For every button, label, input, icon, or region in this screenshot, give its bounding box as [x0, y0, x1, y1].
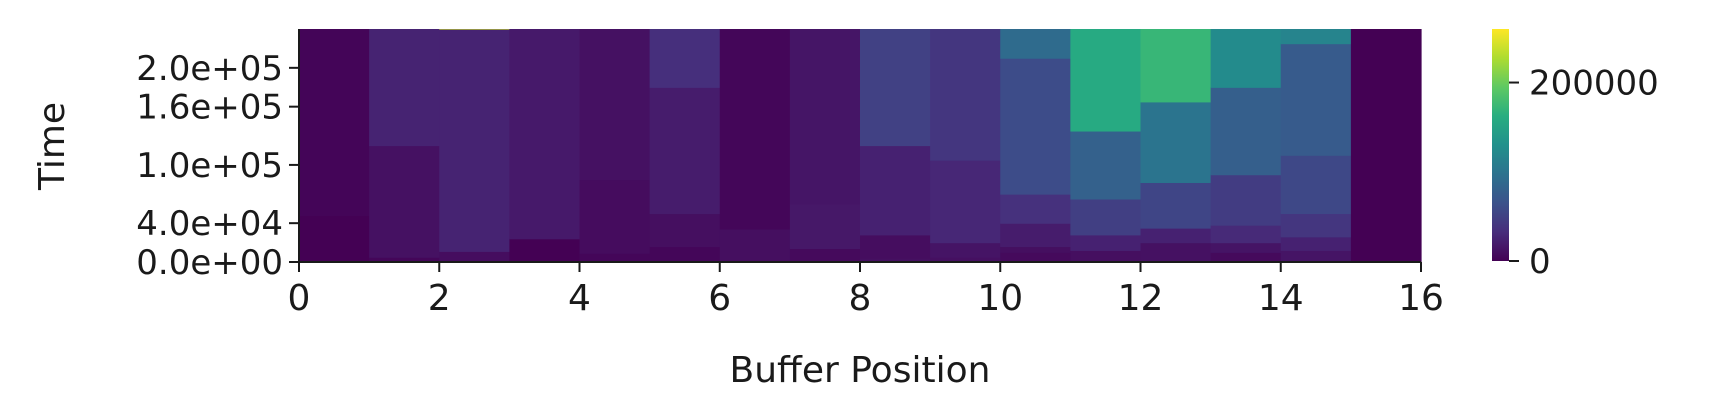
heatmap-cell — [1000, 58, 1071, 195]
colorbar-tick-label: 0 — [1529, 242, 1551, 282]
heatmap-cell — [299, 29, 370, 216]
heatmap-cell — [860, 145, 931, 236]
heatmap-cell — [439, 251, 510, 263]
x-tick-label: 6 — [708, 278, 731, 319]
heatmap-cell — [1140, 182, 1212, 229]
heatmap-cell — [439, 29, 510, 30]
heatmap-cell — [1210, 174, 1282, 226]
heatmap-cell — [509, 29, 581, 240]
heatmap-cell — [1140, 228, 1212, 244]
heatmap-cell — [719, 29, 791, 230]
heatmap-cell — [860, 29, 931, 147]
heatmap-cell — [1280, 43, 1352, 156]
heatmap-cell — [860, 234, 931, 259]
heatmap-cell — [860, 258, 931, 263]
x-tick-label: 0 — [288, 278, 311, 319]
y-tick-label: 0.0e+00 — [136, 243, 283, 283]
heatmap-cell — [1070, 29, 1142, 132]
heatmap-cell — [719, 228, 791, 261]
heatmap-cell — [1000, 29, 1071, 59]
heatmap-cell — [1140, 242, 1212, 263]
heatmap-cell — [509, 238, 581, 263]
x-tick-label: 10 — [977, 278, 1023, 319]
heatmap-cell — [1000, 194, 1071, 224]
y-axis-ticks: 0.0e+004.0e+04 1.0e+05 1.6e+052.0e+05 — [136, 49, 299, 283]
x-axis-label: Buffer Position — [730, 350, 991, 391]
heatmap-cell — [1280, 29, 1352, 45]
x-tick-label: 16 — [1398, 278, 1444, 319]
heatmap-cell — [930, 257, 1001, 263]
x-tick-label: 14 — [1258, 278, 1304, 319]
heatmap-cell — [789, 203, 861, 250]
heatmap-cell — [1070, 250, 1142, 263]
heatmap-cell — [649, 87, 721, 215]
heatmap-cell — [1140, 29, 1212, 103]
heatmap-cell — [649, 29, 721, 88]
x-tick-label: 12 — [1118, 278, 1164, 319]
heatmap-cell — [1000, 246, 1071, 253]
colorbar-ticks: 0 200000 — [1509, 64, 1659, 282]
colorbar-tick-label: 200000 — [1529, 64, 1659, 104]
y-tick-label: 1.6e+05 — [136, 88, 283, 128]
heatmap-cell — [1280, 155, 1352, 215]
x-tick-label: 2 — [428, 278, 451, 319]
heatmap-cell — [1000, 223, 1071, 248]
y-axis-label: Time — [32, 102, 73, 191]
heatmap-cell — [1070, 130, 1142, 200]
heatmap-cell — [1210, 87, 1282, 176]
heatmap-cell — [579, 253, 651, 263]
y-tick-label: 1.0e+05 — [136, 146, 283, 186]
heatmap-cell — [369, 257, 440, 263]
y-tick-label: 4.0e+04 — [136, 204, 283, 244]
heatmap-cell — [1070, 198, 1142, 236]
heatmap-cell — [1210, 225, 1282, 244]
heatmap-cell — [369, 145, 440, 258]
heatmap-cell — [1350, 29, 1422, 263]
heatmap-cell — [439, 29, 510, 252]
heatmap-cell — [789, 29, 861, 205]
heatmap-cells — [299, 29, 1422, 263]
heatmap-cell — [1280, 250, 1352, 263]
x-tick-label: 8 — [849, 278, 872, 319]
heatmap-cell — [579, 179, 651, 254]
x-tick-label: 4 — [568, 278, 591, 319]
heatmap-cell — [930, 160, 1001, 244]
x-axis-ticks: 0 2 4 6 8 10 12 14 16 — [288, 262, 1444, 319]
heatmap-cell — [299, 215, 370, 263]
heatmap-cell — [369, 29, 440, 147]
heatmap-cell — [930, 242, 1001, 258]
heatmap-cell — [789, 248, 861, 263]
heatmap-cell — [1000, 252, 1071, 263]
heatmap-cell — [1210, 29, 1282, 88]
heatmap-cell — [930, 29, 1001, 161]
heatmap-cell — [649, 213, 721, 248]
heatmap-cell — [1070, 234, 1142, 251]
heatmap-cell — [1140, 101, 1212, 183]
y-tick-label: 2.0e+05 — [136, 49, 283, 89]
heatmap-cell — [579, 29, 651, 181]
heatmap-cell — [649, 246, 721, 263]
heatmap-cell — [1280, 236, 1352, 251]
heatmap-cell — [1210, 252, 1282, 263]
heatmap-cell — [1280, 213, 1352, 238]
colorbar — [1492, 29, 1509, 261]
heatmap-cell — [1210, 242, 1282, 253]
